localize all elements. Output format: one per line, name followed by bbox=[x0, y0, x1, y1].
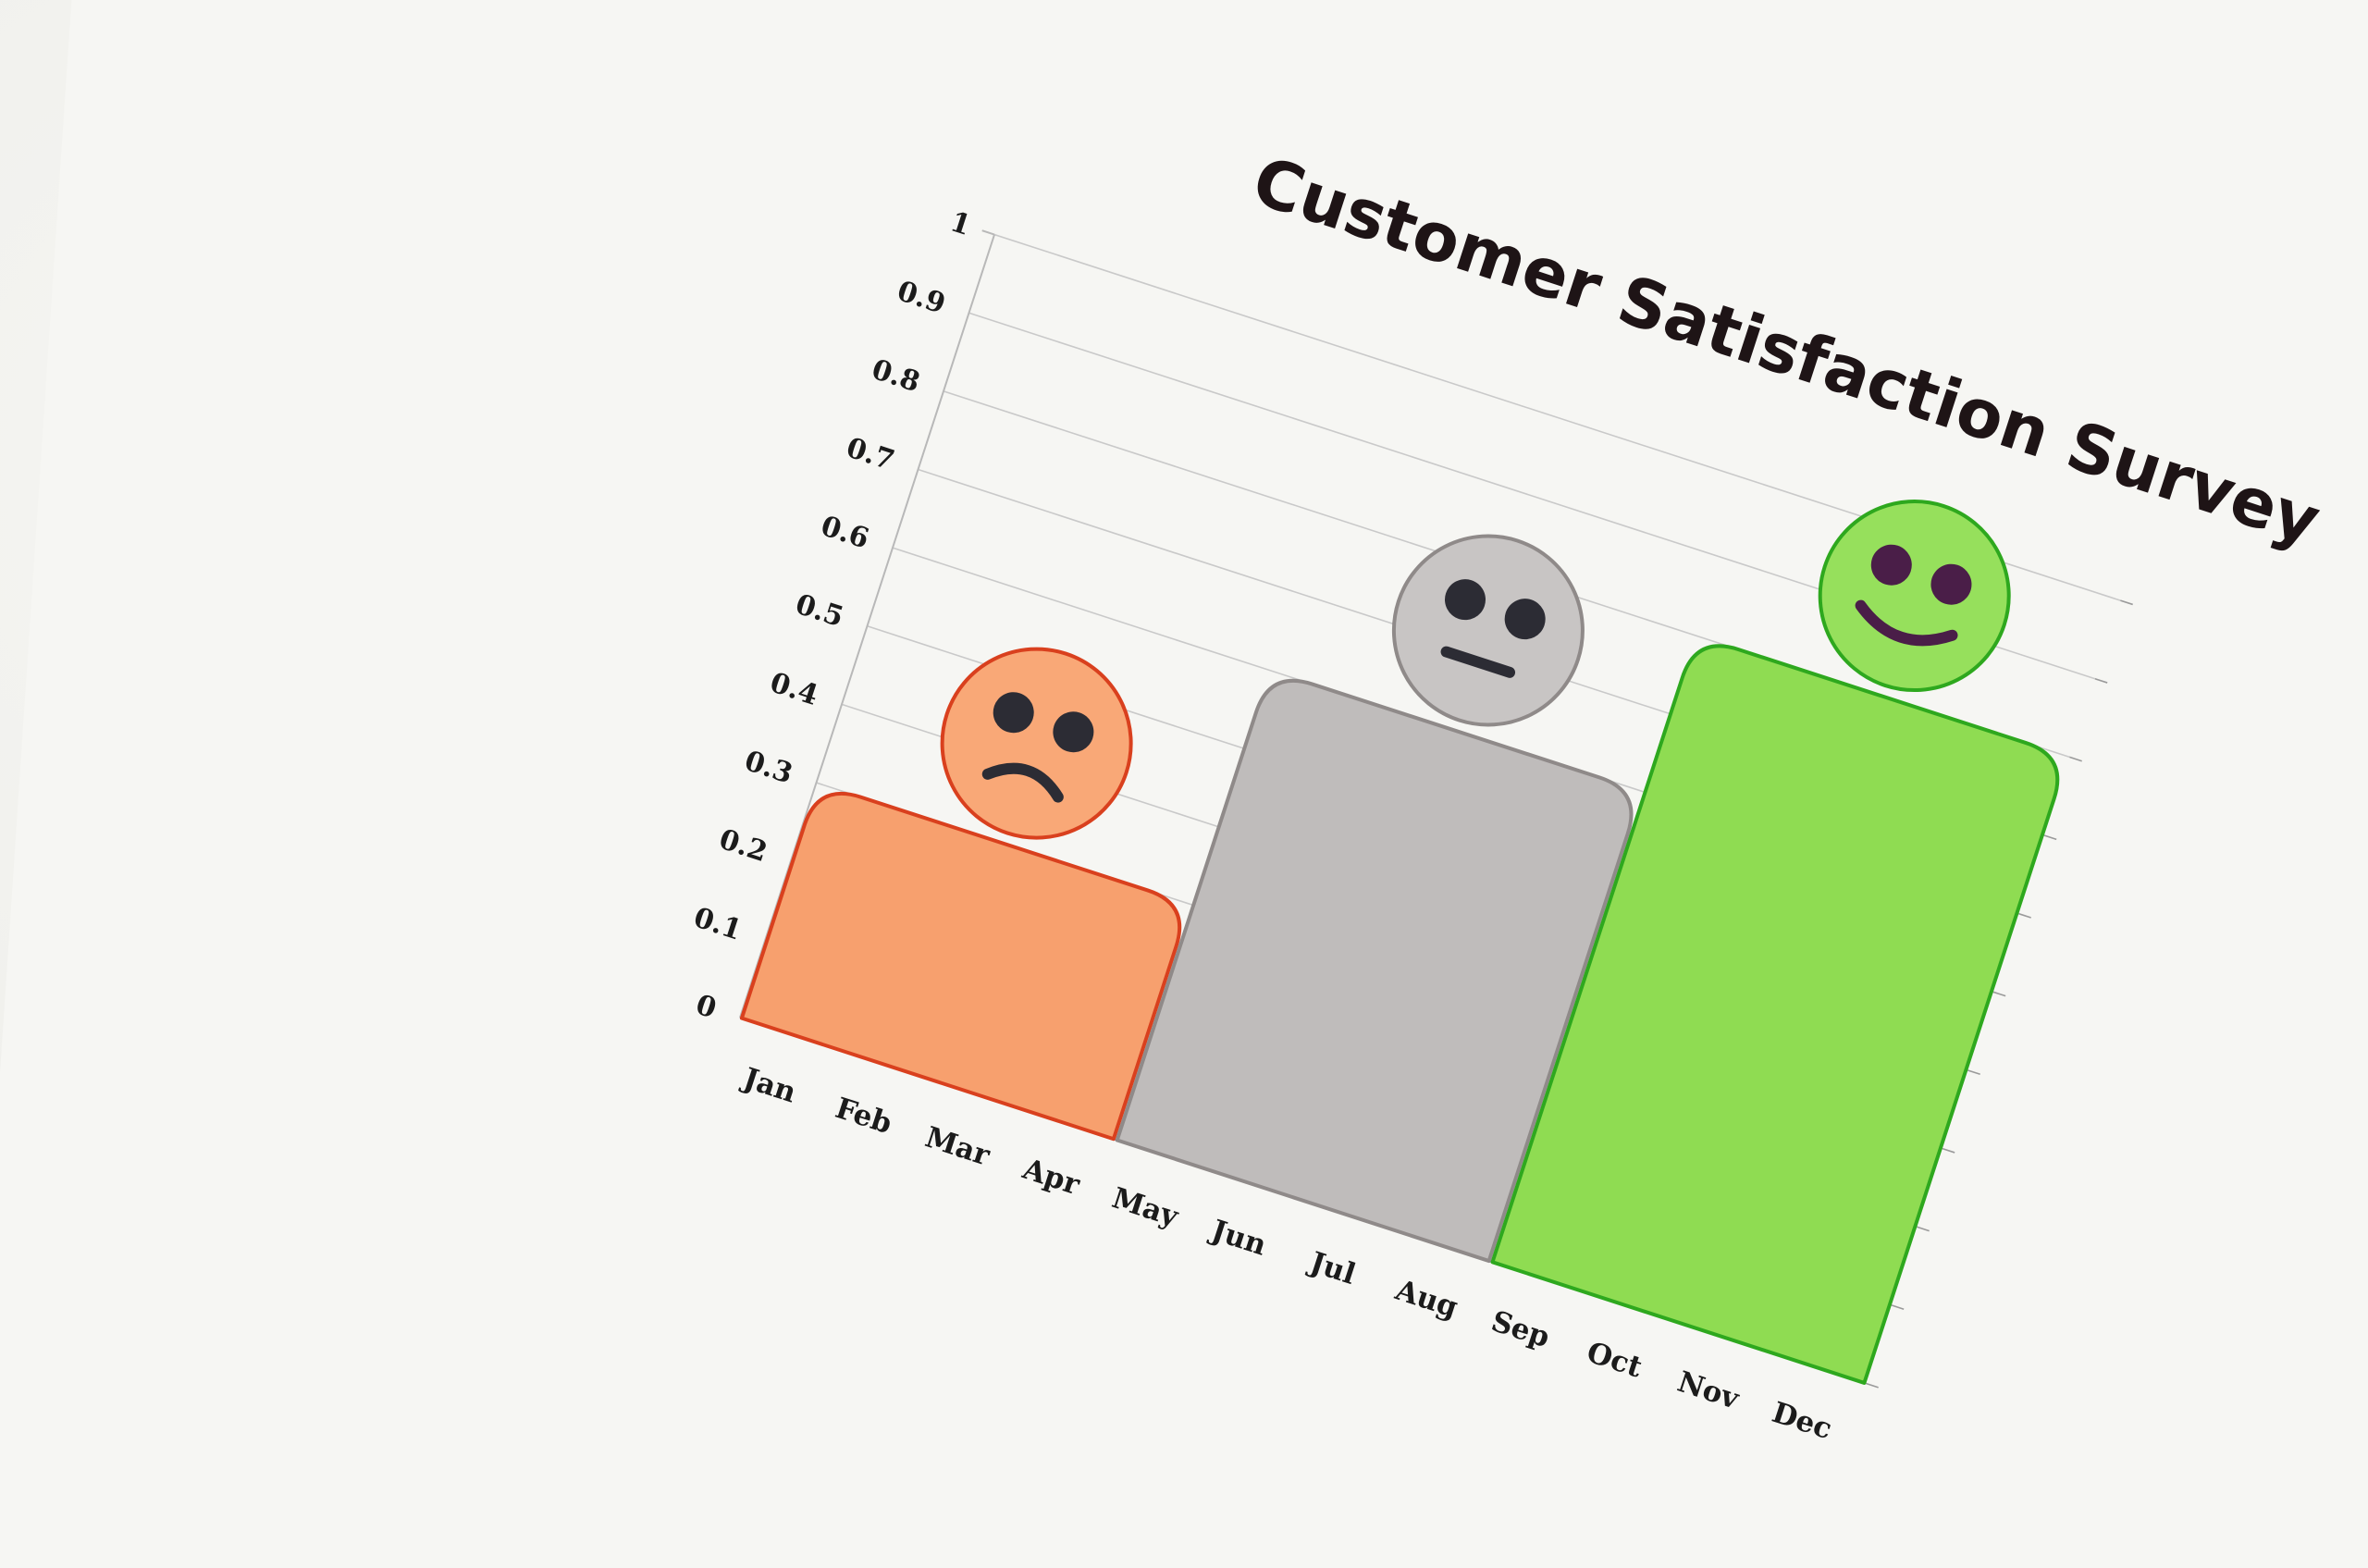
face-right-eye bbox=[1930, 563, 1972, 605]
y-axis-line bbox=[739, 234, 995, 1019]
face-mouth bbox=[1440, 646, 1516, 678]
bar-neutral bbox=[1115, 678, 1634, 1264]
face-head bbox=[1818, 500, 2011, 693]
bar-sad bbox=[739, 792, 1182, 1142]
right-tick bbox=[2120, 599, 2133, 606]
right-tick bbox=[2018, 912, 2031, 919]
happy-face-icon bbox=[1818, 500, 2011, 693]
chart: 00.10.20.30.40.50.60.70.80.91 JanFebMarA… bbox=[690, 142, 2329, 1446]
y-axis-top-tick bbox=[981, 229, 995, 236]
bars bbox=[739, 644, 2060, 1385]
axes bbox=[739, 229, 995, 1019]
face-head bbox=[1391, 534, 1585, 727]
right-tick bbox=[1992, 991, 2006, 997]
right-tick bbox=[1891, 1304, 1905, 1310]
face-right-eye bbox=[1504, 599, 1546, 640]
face-left-eye bbox=[1444, 579, 1486, 621]
bar-happy bbox=[1490, 644, 2060, 1385]
right-tick bbox=[2094, 677, 2108, 684]
right-tick bbox=[1967, 1069, 1980, 1076]
sad-face-icon bbox=[940, 647, 1133, 840]
right-tick bbox=[2069, 756, 2082, 762]
right-tick bbox=[1942, 1147, 1955, 1154]
face-right-eye bbox=[1053, 711, 1094, 753]
face-mouth bbox=[981, 762, 1064, 803]
right-tick bbox=[1917, 1226, 1930, 1232]
right-tick bbox=[1866, 1382, 1879, 1389]
right-tick bbox=[2043, 834, 2057, 841]
face-left-eye bbox=[1870, 544, 1912, 586]
face-head bbox=[940, 647, 1133, 840]
neutral-face-icon bbox=[1391, 534, 1585, 727]
faces bbox=[940, 500, 2011, 840]
face-mouth bbox=[1855, 599, 1958, 647]
face-left-eye bbox=[993, 692, 1034, 734]
